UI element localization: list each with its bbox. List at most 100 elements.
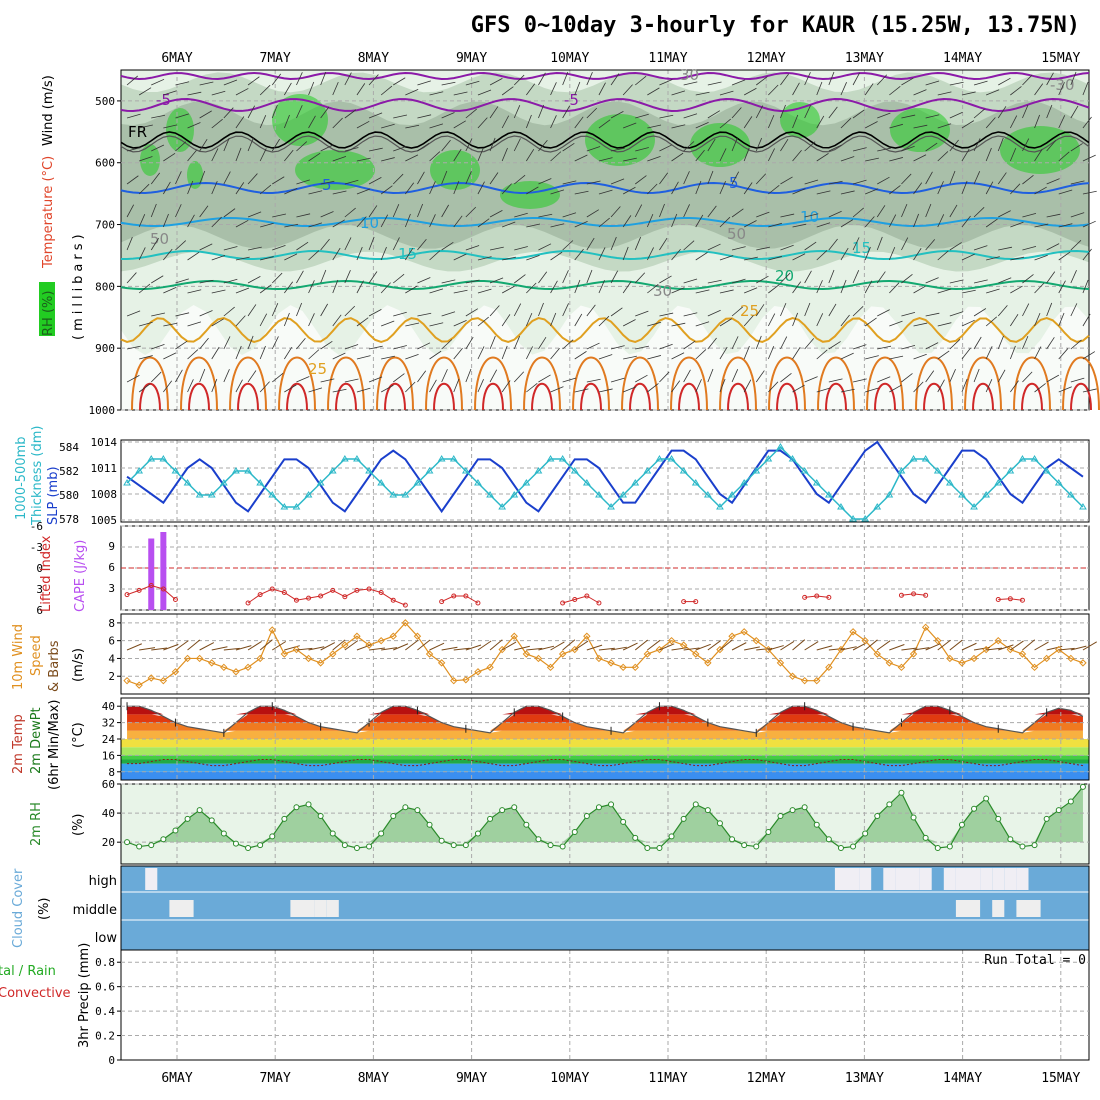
thickness-point [703, 491, 712, 498]
wind-barb [780, 176, 793, 185]
rh-point [257, 842, 264, 849]
contour-temp-20 [120, 279, 1090, 290]
wind-barb [381, 355, 395, 360]
wind-barb [574, 81, 581, 96]
wind-barb [380, 246, 387, 261]
thickness-point [147, 455, 156, 462]
rh-blob [585, 114, 655, 166]
rh-point [511, 804, 518, 811]
cape-tick-label: 9 [108, 540, 115, 553]
wind-barb [671, 181, 679, 195]
wind-barb [1046, 271, 1056, 284]
wind-barb [635, 374, 648, 383]
wind-barb [1070, 143, 1083, 152]
wind-barb [393, 114, 408, 119]
contour-temp-35 [237, 382, 259, 411]
wind-barb [780, 302, 787, 317]
wind-barb [223, 278, 238, 284]
wind-frame [120, 613, 1090, 695]
wind-barb [937, 151, 949, 162]
wind-barb [1070, 212, 1085, 218]
wind-barb [973, 279, 988, 284]
wind-barb [865, 188, 879, 195]
contour-label: FR [128, 123, 147, 141]
tick-label: 2 [108, 670, 115, 683]
cloud-mid-gap [992, 900, 1005, 917]
wind-barb [646, 247, 654, 261]
wind-barb [175, 240, 187, 251]
rh-point [995, 815, 1002, 822]
wind-barb-10m [574, 640, 589, 651]
wind-barb [1046, 72, 1054, 86]
wind-speed-point [183, 654, 192, 663]
wind-barb [925, 171, 933, 185]
wind-barb [707, 205, 717, 218]
rh-point [983, 795, 990, 802]
wind-barb [187, 91, 202, 96]
thickness-point [1042, 467, 1051, 474]
cape-tick-label: 6 [108, 561, 115, 574]
wind-barb [368, 376, 383, 383]
thickness-point [716, 503, 724, 510]
wind-barb [877, 345, 892, 350]
wind-barb-10m [368, 647, 385, 651]
wind-barb [997, 172, 1007, 185]
wind-barb [259, 284, 272, 294]
wind-barb [586, 304, 596, 317]
wind-speed-point [353, 632, 361, 640]
wind-barb-10m [187, 639, 201, 651]
li-point [378, 590, 384, 595]
wind-barb-10m [937, 639, 951, 651]
wind-barb [538, 178, 552, 185]
wind-barb [296, 72, 303, 86]
wind-barb [610, 236, 617, 251]
wind-barb [865, 157, 879, 162]
wind-barb [792, 150, 802, 162]
date-label-bottom: 10MAY [550, 1071, 589, 1086]
wind-barb [356, 387, 371, 393]
wind-barb [610, 345, 625, 350]
cloud-high-gap [145, 868, 158, 890]
cloud-level-label: middle [73, 903, 117, 918]
rh-point [583, 813, 590, 819]
thickness-point [268, 491, 277, 498]
wind-speed-point [256, 654, 264, 663]
wind-barb [695, 91, 710, 96]
wind-barb [840, 219, 854, 228]
wind-barb [743, 116, 753, 129]
wind-barb-10m [864, 639, 878, 651]
wind-barb [429, 91, 444, 96]
wind-barb [550, 82, 557, 96]
thickness-point [304, 491, 313, 498]
wind-barb [368, 112, 383, 119]
thickness-point [510, 491, 519, 498]
li-tick-label: 0 [36, 562, 43, 575]
contour-label: 15 [398, 245, 417, 263]
wind-barb [901, 203, 908, 218]
wind-barb [199, 138, 208, 152]
wind-barb-10m [719, 639, 733, 651]
tick-label: 0.8 [95, 956, 115, 969]
wind-barb [683, 369, 691, 383]
wind-barb [1022, 175, 1034, 185]
wind-barb [671, 249, 681, 261]
label-thickness-2: Thickness (dm) [30, 426, 45, 526]
wind-barb [671, 152, 684, 162]
wind-barb [1009, 345, 1016, 360]
wind-barb [465, 171, 472, 185]
wind-barb [138, 87, 152, 96]
rh-point [862, 830, 869, 837]
wind-barb [162, 213, 169, 228]
wind-barb [574, 116, 584, 129]
date-label-bottom: 12MAY [747, 1071, 786, 1086]
wind-barb [308, 152, 321, 162]
wind-speed-point [788, 672, 797, 680]
wind-barb [792, 384, 805, 393]
wind-speed-point [631, 663, 639, 672]
wind-barb [501, 147, 508, 162]
cloud-mid-gap [326, 900, 339, 917]
contour-temp-35 [825, 382, 847, 411]
wind-barb [211, 118, 223, 129]
wind-barb [223, 171, 231, 185]
wind-barb [465, 308, 479, 317]
